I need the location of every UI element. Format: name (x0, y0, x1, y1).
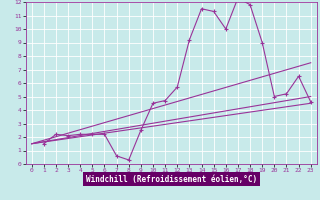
X-axis label: Windchill (Refroidissement éolien,°C): Windchill (Refroidissement éolien,°C) (86, 175, 257, 184)
